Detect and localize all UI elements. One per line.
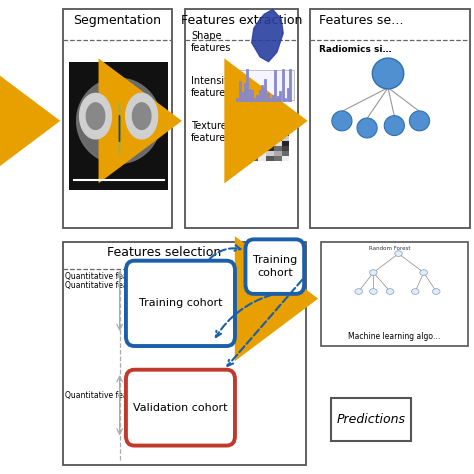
Ellipse shape — [386, 289, 394, 294]
Text: Quantitative features + label: Quantitative features + label — [65, 281, 177, 290]
Bar — [235, 126, 243, 131]
Text: Segmentation: Segmentation — [73, 14, 162, 27]
Bar — [185, 9, 298, 228]
Bar — [243, 146, 251, 151]
Polygon shape — [77, 78, 161, 164]
Bar — [251, 146, 258, 151]
Bar — [266, 146, 274, 151]
Bar — [235, 131, 243, 136]
Bar — [266, 141, 274, 146]
Text: Shape
features: Shape features — [191, 31, 231, 53]
Bar — [310, 9, 470, 228]
Bar — [235, 141, 243, 146]
Bar — [243, 131, 251, 136]
Bar — [251, 131, 258, 136]
Polygon shape — [126, 93, 157, 139]
Polygon shape — [80, 93, 111, 139]
Bar — [274, 146, 282, 151]
Text: Quantitative features + label: Quantitative features + label — [65, 272, 177, 281]
Text: Validation cohort: Validation cohort — [133, 402, 228, 413]
Bar — [251, 151, 258, 156]
Bar — [63, 242, 306, 465]
Bar — [282, 156, 290, 161]
Bar — [258, 136, 266, 141]
Text: Training
cohort: Training cohort — [253, 255, 297, 278]
Bar — [243, 136, 251, 141]
Bar — [282, 146, 290, 151]
Bar — [266, 126, 274, 131]
Bar — [274, 136, 282, 141]
Bar — [282, 131, 290, 136]
Bar — [258, 151, 266, 156]
Bar — [235, 156, 243, 161]
Bar — [266, 156, 274, 161]
Ellipse shape — [370, 289, 377, 294]
Bar — [274, 126, 282, 131]
FancyBboxPatch shape — [126, 370, 235, 446]
Bar — [251, 136, 258, 141]
Bar — [258, 126, 266, 131]
Bar — [274, 141, 282, 146]
Bar — [266, 131, 274, 136]
Text: Features extraction: Features extraction — [181, 14, 302, 27]
Ellipse shape — [355, 289, 363, 294]
Bar — [243, 151, 251, 156]
Bar — [321, 242, 468, 346]
Bar — [266, 151, 274, 156]
Polygon shape — [132, 103, 151, 129]
Ellipse shape — [410, 111, 429, 131]
Ellipse shape — [332, 111, 352, 131]
Ellipse shape — [395, 251, 402, 256]
Text: Features se…: Features se… — [319, 14, 403, 27]
Bar — [243, 126, 251, 131]
Bar — [235, 70, 294, 100]
Text: Quantitative features + label: Quantitative features + label — [65, 391, 177, 400]
FancyBboxPatch shape — [246, 239, 304, 294]
Bar — [243, 156, 251, 161]
Bar — [251, 126, 258, 131]
Text: Texture
features: Texture features — [191, 121, 231, 143]
Bar — [251, 156, 258, 161]
Bar — [282, 126, 290, 131]
Ellipse shape — [357, 118, 377, 138]
Ellipse shape — [432, 289, 440, 294]
Bar — [69, 62, 168, 190]
Bar — [235, 151, 243, 156]
Ellipse shape — [420, 270, 428, 275]
Bar — [235, 136, 243, 141]
Bar — [282, 151, 290, 156]
Text: Intensity
features: Intensity features — [191, 76, 234, 98]
Bar — [235, 146, 243, 151]
Text: Radiomics si…: Radiomics si… — [319, 45, 392, 54]
Text: Training cohort: Training cohort — [139, 298, 222, 309]
Bar — [331, 398, 411, 441]
Bar — [274, 131, 282, 136]
Bar — [63, 9, 172, 228]
Ellipse shape — [372, 58, 404, 89]
Bar — [282, 136, 290, 141]
Bar — [251, 141, 258, 146]
Bar — [258, 141, 266, 146]
Bar — [274, 156, 282, 161]
Ellipse shape — [384, 116, 404, 136]
Text: Predictions: Predictions — [337, 413, 406, 426]
Text: Random Forest: Random Forest — [369, 246, 410, 252]
Polygon shape — [252, 9, 283, 62]
Bar — [266, 136, 274, 141]
FancyBboxPatch shape — [126, 261, 235, 346]
Bar — [258, 131, 266, 136]
Bar — [274, 151, 282, 156]
Bar — [243, 141, 251, 146]
Bar — [258, 146, 266, 151]
Text: Features selection: Features selection — [107, 246, 221, 259]
Polygon shape — [86, 103, 105, 129]
Ellipse shape — [411, 289, 419, 294]
Text: Machine learning algo…: Machine learning algo… — [348, 332, 440, 341]
Ellipse shape — [370, 270, 377, 275]
Bar — [282, 141, 290, 146]
Bar — [258, 156, 266, 161]
